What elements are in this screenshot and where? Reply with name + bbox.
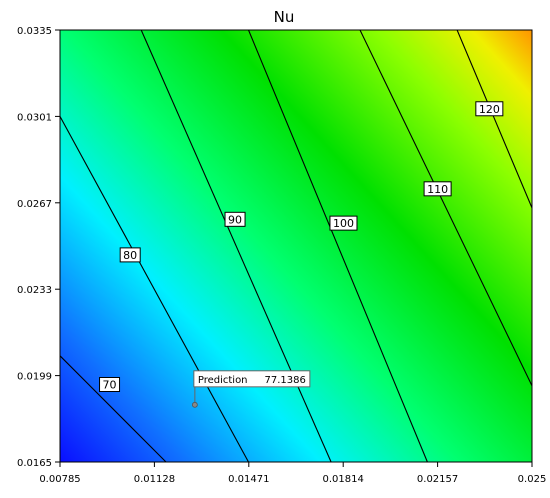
chart-title: Nu [274,8,295,26]
contour-label-100: 100 [333,217,354,230]
contour-lines [59,29,533,463]
contour-labels: 70 80 90 100 110 120 [99,101,504,392]
contour-line-110 [359,29,533,387]
y-tick-label: 0.0165 [17,458,52,469]
prediction-value: 77.1386 [264,375,305,386]
prediction-marker: Prediction 77.1386 [191,370,311,408]
contour-label-box-110 [423,181,452,197]
contour-label-90: 90 [228,213,242,226]
contour-label-box-100 [329,215,358,231]
x-tick-label: 0.00785 [39,474,80,485]
x-tick-label: 0.01471 [228,474,269,485]
x-tick-label: 0.01814 [323,474,364,485]
contour-label-box-80 [119,247,141,263]
prediction-box [193,370,311,388]
contour-label-80: 80 [123,249,137,262]
contour-label-110: 110 [427,183,448,196]
y-axis: 0.0165 0.0199 0.0233 0.0267 0.0301 0.0335 [17,26,60,469]
contour-line-90 [140,29,332,463]
plot-surface [60,30,532,462]
x-tick-label: 0.01128 [134,474,175,485]
contour-label-box-120 [475,101,504,117]
contour-line-120 [456,29,533,209]
x-tick-label: 0.025 [518,474,547,485]
plot-frame [59,29,533,463]
contour-label-box-70 [99,376,121,392]
contour-line-100 [247,29,428,463]
prediction-label: Prediction [198,375,248,386]
y-tick-label: 0.0199 [17,372,52,383]
x-axis: 0.00785 0.01128 0.01471 0.01814 0.02157 0.025 [39,462,546,485]
y-tick-label: 0.0301 [17,112,52,123]
contour-line-70 [59,355,167,463]
y-tick-label: 0.0233 [17,285,52,296]
x-tick-label: 0.02157 [417,474,458,485]
contour-label-120: 120 [479,103,500,116]
contour-label-70: 70 [103,378,117,391]
y-tick-label: 0.0267 [17,199,52,210]
contour-label-box-90 [224,211,246,227]
contour-line-80 [59,116,249,463]
prediction-point [191,401,198,408]
y-tick-label: 0.0335 [17,26,52,37]
